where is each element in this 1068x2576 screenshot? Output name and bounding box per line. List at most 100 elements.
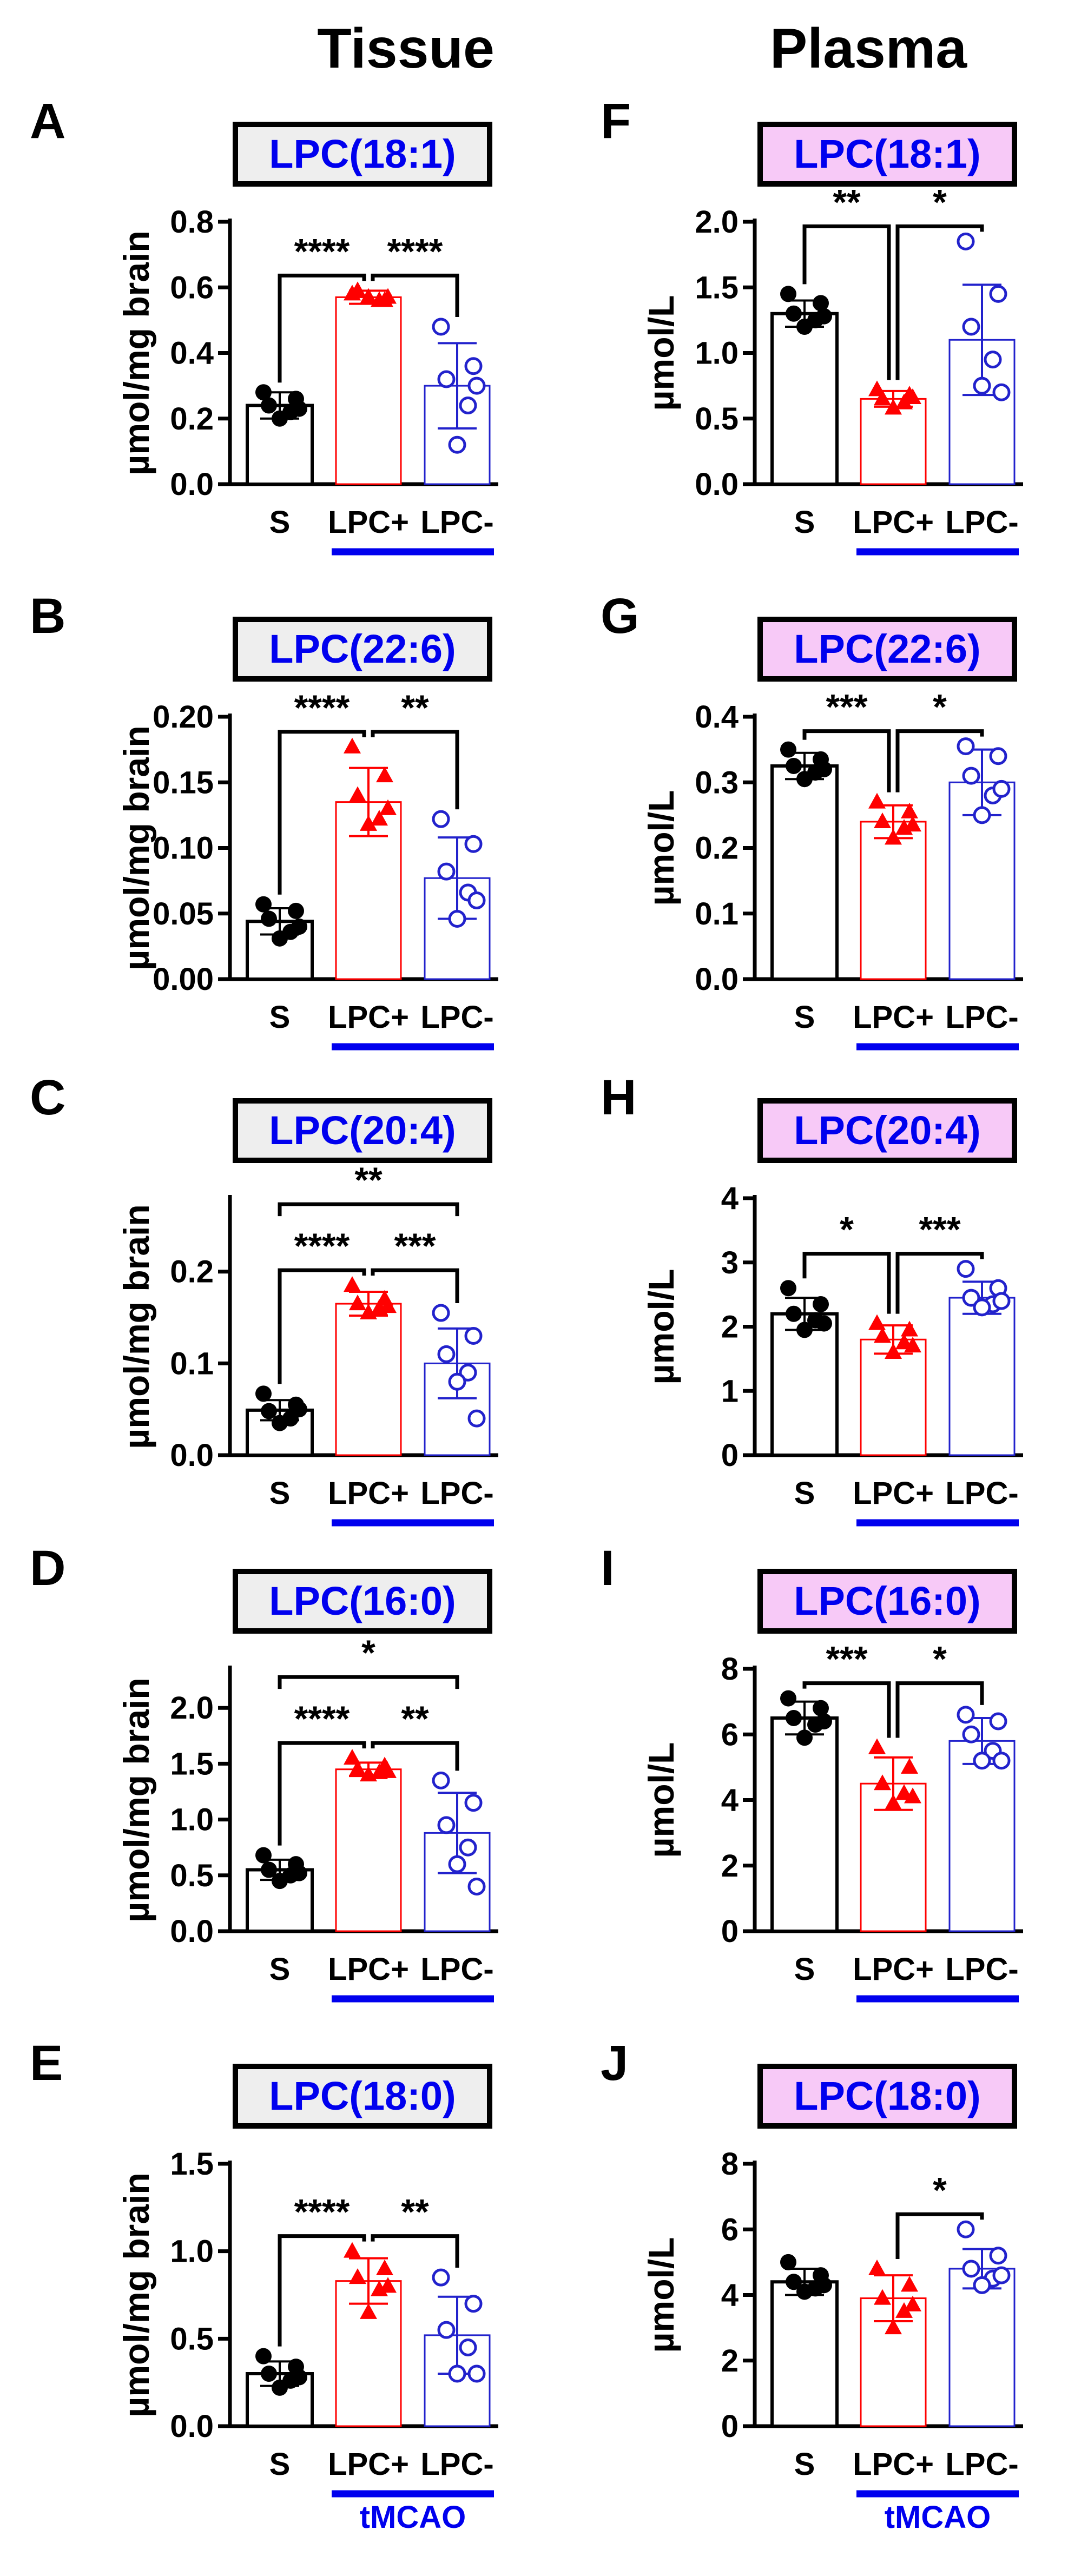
- significance-bracket: [802, 1252, 891, 1314]
- bar-1: [770, 1716, 839, 1933]
- data-point: [904, 1337, 921, 1353]
- y-tick-label: 1.5: [170, 2146, 214, 2182]
- panel-J: J LPC(18:0) µmol/L 0 2 4 6 8 S LPC+ LPC-tMCAO *: [601, 2036, 1023, 2535]
- panel-C: C LPC(20:4) µmol/mg brain 0.0 0.1 0.2 S LPC+ LPC…: [30, 1070, 498, 1527]
- data-point: [448, 435, 466, 454]
- data-point: [885, 2319, 902, 2335]
- panel-title: LPC(22:6): [269, 626, 456, 671]
- x-tick-label: S: [269, 1476, 291, 1511]
- y-tick-label: 4: [721, 1181, 739, 1216]
- data-point: [992, 780, 1011, 798]
- data-point: [448, 2364, 466, 2383]
- y-axis-label: µmol/mg brain: [116, 1204, 156, 1449]
- data-point: [467, 891, 486, 909]
- data-point: [813, 1296, 829, 1312]
- y-tick-label: 0.4: [170, 336, 214, 371]
- data-point: [901, 1758, 918, 1774]
- y-axis-label: µmol/mg brain: [116, 1677, 156, 1922]
- significance-bracket: [371, 1268, 459, 1304]
- panel-title: LPC(20:4): [794, 1108, 980, 1153]
- title-box: [233, 617, 492, 682]
- y-tick-label: 0.5: [170, 2321, 214, 2356]
- panel-title: LPC(20:4): [269, 1108, 456, 1153]
- y-tick-label: 8: [721, 1652, 739, 1687]
- data-point: [992, 1752, 1011, 1770]
- data-point: [467, 377, 486, 395]
- data-point: [904, 1787, 921, 1804]
- data-point: [796, 319, 813, 335]
- data-point: [448, 1372, 466, 1391]
- data-point: [467, 1877, 486, 1895]
- significance-label: *: [361, 1633, 375, 1673]
- significance-label: ****: [294, 688, 350, 728]
- data-point: [816, 1315, 832, 1332]
- data-point: [904, 816, 921, 832]
- data-point: [962, 318, 980, 336]
- title-box: [757, 617, 1017, 682]
- data-point: [962, 1289, 980, 1307]
- data-point: [459, 1838, 477, 1857]
- panel-title: LPC(18:1): [794, 131, 980, 176]
- x-tick-label: LPC+: [328, 1000, 409, 1035]
- panel-F: F LPC(18:1) µmol/L 0.0 0.5 1.0 1.5 2.0 S LPC+ LPC-…: [601, 94, 1023, 556]
- y-tick-label: 0.10: [153, 831, 214, 866]
- data-point: [780, 1690, 796, 1707]
- data-point: [901, 1320, 918, 1337]
- x-tick-label: S: [794, 2447, 815, 2482]
- significance-bracket: [278, 1202, 459, 1217]
- title-box: [757, 2064, 1017, 2129]
- data-point: [432, 1304, 450, 1322]
- bar-1: [770, 764, 839, 981]
- x-tick-label: LPC+: [853, 1952, 934, 1987]
- data-point: [261, 1403, 277, 1419]
- significance-bracket: [895, 1252, 984, 1314]
- y-axis-label: µmol/L: [641, 790, 681, 906]
- x-tick-label: LPC+: [328, 2447, 409, 2482]
- y-tick-label: 1.5: [170, 1746, 214, 1781]
- data-point: [904, 388, 921, 404]
- data-point: [349, 1294, 366, 1311]
- data-point: [786, 305, 802, 322]
- x-tick-label: S: [269, 1952, 291, 1987]
- title-box: [233, 1098, 492, 1163]
- y-tick-label: 0.0: [170, 467, 214, 502]
- significance-label: *: [933, 1639, 947, 1679]
- data-point: [360, 2303, 377, 2319]
- data-point: [973, 1298, 991, 1317]
- significance-label: *: [840, 1210, 854, 1250]
- data-point: [868, 1314, 886, 1330]
- bar-1: [770, 2280, 839, 2428]
- data-point: [464, 1326, 483, 1345]
- data-point: [874, 1774, 891, 1791]
- significance-bracket: [278, 273, 366, 383]
- data-point: [432, 810, 450, 828]
- y-tick-label: 0.0: [695, 962, 739, 997]
- significance-label: **: [354, 1160, 383, 1200]
- title-box: [233, 2064, 492, 2129]
- significance-bracket: [371, 2234, 459, 2268]
- x-tick-label: LPC+: [853, 1000, 934, 1035]
- y-tick-label: 2: [721, 1848, 739, 1884]
- panel-letter: H: [601, 1070, 636, 1125]
- data-point: [349, 1760, 366, 1776]
- data-point: [448, 909, 466, 928]
- data-point: [816, 2277, 832, 2294]
- significance-label: ***: [826, 687, 867, 727]
- data-point: [437, 2321, 456, 2339]
- data-point: [962, 1725, 980, 1743]
- panel-letter: G: [601, 589, 640, 644]
- panel-letter: D: [30, 1541, 65, 1596]
- y-tick-label: 1.5: [695, 270, 739, 305]
- y-tick-label: 2.0: [695, 204, 739, 240]
- y-tick-label: 6: [721, 2212, 739, 2247]
- panel-title: LPC(18:0): [269, 2073, 456, 2118]
- data-point: [272, 1873, 288, 1890]
- significance-bracket: [895, 2212, 984, 2259]
- significance-bracket: [802, 1681, 891, 1738]
- data-point: [816, 1713, 832, 1729]
- significance-label: *: [933, 182, 947, 222]
- significance-bracket: [278, 730, 366, 895]
- panel-letter: A: [30, 94, 65, 149]
- data-point: [957, 737, 975, 756]
